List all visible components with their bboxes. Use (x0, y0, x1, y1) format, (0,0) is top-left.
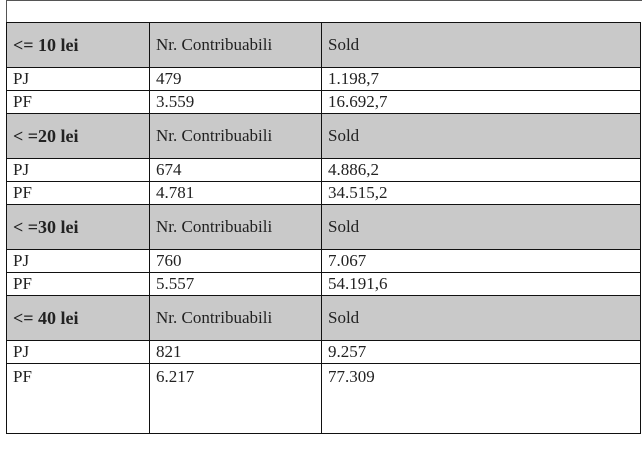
data-row: PJ 821 9.257 (6, 340, 641, 364)
cell: 54.191,6 (321, 272, 641, 296)
cell: PJ (6, 249, 150, 273)
header-cell: <= 10 lei (6, 22, 150, 68)
header-cell: Nr. Contribuabili (149, 22, 322, 68)
cell: 1.198,7 (321, 67, 641, 91)
cell: PJ (6, 67, 150, 91)
cell: PJ (6, 340, 150, 364)
cell: 34.515,2 (321, 181, 641, 205)
cell: 7.067 (321, 249, 641, 273)
cell: PJ (6, 158, 150, 182)
cell: 479 (149, 67, 322, 91)
header-cell: Sold (321, 204, 641, 250)
cell: PF (6, 90, 150, 114)
header-cell: Nr. Contribuabili (149, 295, 322, 341)
header-cell: < =20 lei (6, 113, 150, 159)
header-cell: Sold (321, 113, 641, 159)
cell: 77.309 (321, 363, 641, 434)
cell: 4.781 (149, 181, 322, 205)
cell: 5.557 (149, 272, 322, 296)
header-cell: Nr. Contribuabili (149, 113, 322, 159)
data-row: PF 4.781 34.515,2 (6, 181, 641, 205)
header-cell: Nr. Contribuabili (149, 204, 322, 250)
header-cell: Sold (321, 295, 641, 341)
cell: PF (6, 363, 150, 434)
balance-table: <= 10 lei Nr. Contribuabili Sold PJ 479 1.198… (6, 22, 641, 434)
header-cell: Sold (321, 22, 641, 68)
cell: 6.217 (149, 363, 322, 434)
cell: 674 (149, 158, 322, 182)
data-row: PJ 479 1.198,7 (6, 67, 641, 91)
cell: 16.692,7 (321, 90, 641, 114)
cell: 9.257 (321, 340, 641, 364)
cell: 3.559 (149, 90, 322, 114)
data-row: PF 6.217 77.309 (6, 363, 641, 434)
cell: PF (6, 272, 150, 296)
frame (6, 0, 642, 22)
cell: 4.886,2 (321, 158, 641, 182)
header-cell: <= 40 lei (6, 295, 150, 341)
table-body: <= 10 lei Nr. Contribuabili Sold PJ 479 1.198… (6, 22, 641, 434)
cell: PF (6, 181, 150, 205)
header-row: < =20 lei Nr. Contribuabili Sold (6, 113, 641, 159)
data-row: PJ 760 7.067 (6, 249, 641, 273)
header-row: <= 10 lei Nr. Contribuabili Sold (6, 22, 641, 68)
data-row: PF 3.559 16.692,7 (6, 90, 641, 114)
data-row: PF 5.557 54.191,6 (6, 272, 641, 296)
header-row: <= 40 lei Nr. Contribuabili Sold (6, 295, 641, 341)
cell: 760 (149, 249, 322, 273)
header-row: < =30 lei Nr. Contribuabili Sold (6, 204, 641, 250)
cell: 821 (149, 340, 322, 364)
data-row: PJ 674 4.886,2 (6, 158, 641, 182)
header-cell: < =30 lei (6, 204, 150, 250)
